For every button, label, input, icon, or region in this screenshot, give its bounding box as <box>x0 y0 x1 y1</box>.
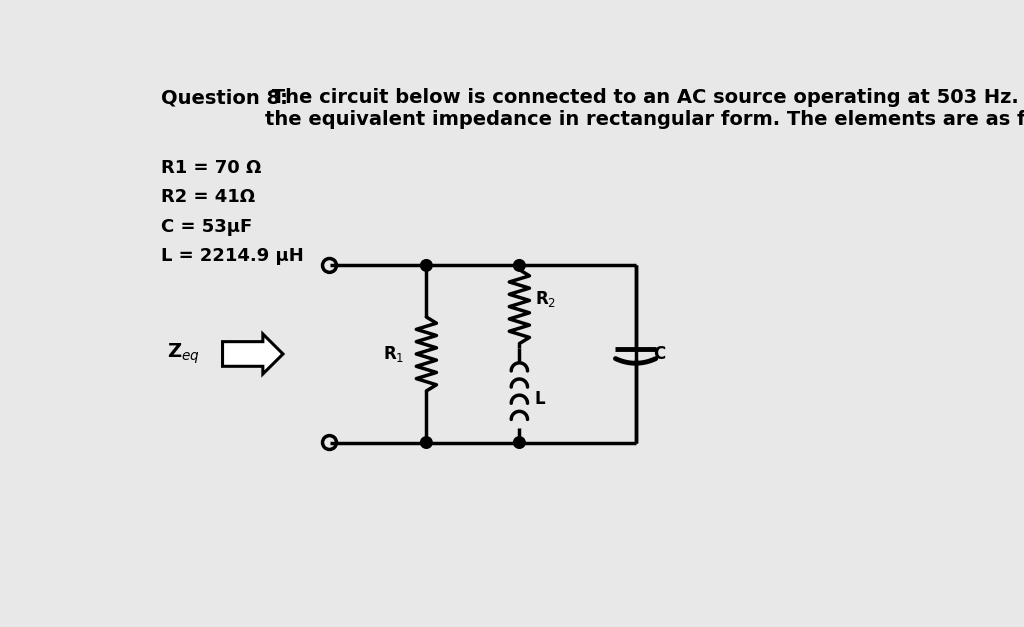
Text: The circuit below is connected to an AC source operating at 503 Hz. Determine
th: The circuit below is connected to an AC … <box>265 88 1024 129</box>
Text: C: C <box>652 345 665 363</box>
Text: L: L <box>535 390 546 408</box>
Text: Z$_{eq}$: Z$_{eq}$ <box>167 342 200 366</box>
Text: L = 2214.9 μH: L = 2214.9 μH <box>161 247 303 265</box>
Circle shape <box>421 260 432 271</box>
Text: R$_2$: R$_2$ <box>535 289 556 309</box>
Circle shape <box>514 437 525 448</box>
Text: R1 = 70 Ω: R1 = 70 Ω <box>161 159 261 177</box>
Circle shape <box>421 437 432 448</box>
Circle shape <box>514 260 525 271</box>
Polygon shape <box>222 334 283 374</box>
Text: R2 = 41Ω: R2 = 41Ω <box>161 189 255 206</box>
Text: C = 53μF: C = 53μF <box>161 218 252 236</box>
Text: R$_1$: R$_1$ <box>383 344 404 364</box>
Text: Question 8:: Question 8: <box>161 88 288 107</box>
